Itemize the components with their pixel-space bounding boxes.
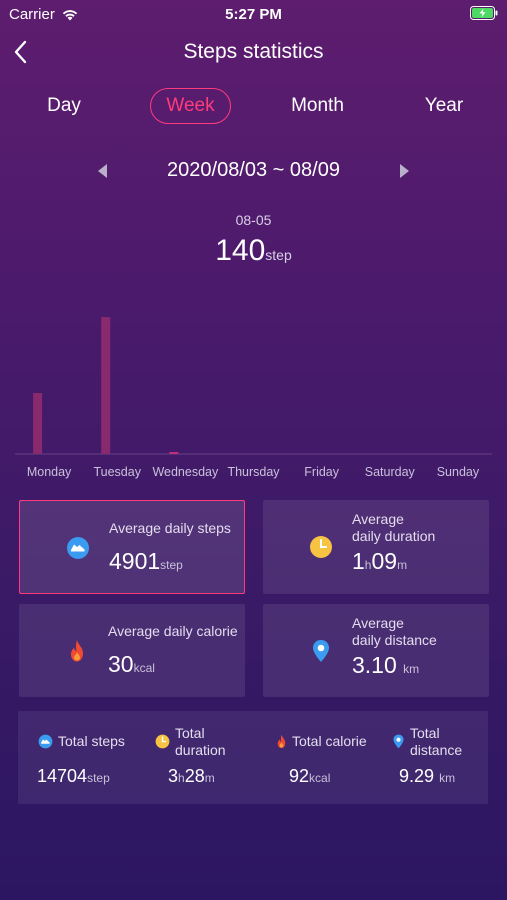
avg-distance-unit: km [403, 662, 420, 676]
total-distance-unit: km [439, 771, 456, 785]
avg-daily-duration-card[interactable]: Average daily duration 1h09m [263, 500, 489, 594]
avg-duration-label-line1: Average [352, 511, 404, 527]
tab-month[interactable]: Month [291, 95, 344, 116]
flame-icon [277, 734, 286, 749]
carrier-label: Carrier [9, 6, 55, 23]
chart-bar-wednesday[interactable] [169, 452, 179, 454]
chart-bar-tuesday[interactable] [101, 317, 111, 454]
avg-distance-value: 3.10 km [352, 652, 419, 679]
avg-duration-minutes: 09 [371, 548, 398, 574]
chart-x-label-wednesday: Wednesday [152, 465, 219, 479]
avg-distance-label-line1: Average [352, 615, 404, 631]
wifi-icon [62, 10, 78, 21]
total-duration-hours-unit: h [178, 771, 185, 785]
battery-charging-icon [470, 6, 498, 20]
avg-distance-number: 3.10 [352, 652, 397, 678]
status-time: 5:27 PM [225, 6, 282, 23]
avg-calorie-label: Average daily calorie [108, 623, 238, 639]
selected-value: 140step [0, 234, 507, 268]
avg-daily-calorie-card[interactable]: Average daily calorie 30kcal [19, 604, 245, 697]
avg-steps-unit: step [160, 558, 183, 572]
total-duration-label: Total duration [175, 725, 226, 759]
tab-day[interactable]: Day [47, 95, 81, 116]
avg-steps-value: 4901step [109, 548, 183, 575]
nav-bar: Steps statistics [0, 32, 507, 72]
total-calorie-unit: kcal [309, 771, 331, 785]
shoe-icon [67, 537, 89, 559]
chart-x-label-tuesday: Tuesday [93, 465, 141, 479]
avg-calorie-number: 30 [108, 651, 134, 677]
total-steps-label: Total steps [58, 733, 125, 749]
total-distance-label-line2: distance [410, 742, 463, 758]
chart-x-label-friday: Friday [304, 465, 339, 479]
total-duration-hours: 3 [168, 766, 179, 786]
total-steps-number: 14704 [37, 766, 88, 786]
avg-duration-label-line2: daily duration [352, 528, 436, 544]
total-calorie-label: Total calorie [292, 733, 367, 749]
clock-icon [310, 536, 332, 558]
weekly-steps-chart[interactable]: Monday Tuesday Wednesday Thursday Friday Satu… [15, 280, 492, 480]
avg-duration-hours: 1 [352, 548, 365, 574]
total-distance-number: 9.29 [399, 766, 435, 786]
total-duration-label-line1: Total [175, 725, 205, 741]
status-bar: Carrier 5:27 PM [0, 0, 507, 28]
period-tabs: Day Week Month Year [0, 88, 507, 124]
previous-range-arrow-icon[interactable] [98, 164, 107, 178]
avg-duration-label: Average daily duration [352, 511, 486, 545]
location-pin-icon [313, 640, 329, 662]
avg-calorie-value: 30kcal [108, 651, 155, 678]
chart-x-label-sunday: Sunday [437, 465, 480, 479]
date-range-label: 2020/08/03 ~ 08/09 [167, 159, 340, 181]
total-duration-label-line2: duration [175, 742, 226, 758]
flame-icon [71, 640, 83, 662]
avg-steps-label: Average daily steps [109, 520, 231, 536]
chart-bar-monday[interactable] [33, 392, 43, 454]
avg-steps-number: 4901 [109, 548, 161, 574]
clock-icon [155, 734, 170, 749]
chart-x-label-thursday: Thursday [227, 465, 280, 479]
carrier-info: Carrier [9, 6, 79, 23]
totals-panel: Total steps 14704step Total duration 3h2… [18, 711, 488, 804]
tab-week[interactable]: Week [150, 88, 231, 124]
total-calorie-value: 92kcal [289, 766, 330, 787]
total-distance-label-line1: Total [410, 725, 440, 741]
location-pin-icon [393, 734, 404, 749]
selected-steps-number: 140 [215, 234, 266, 267]
total-steps-unit: step [87, 771, 110, 785]
total-distance-label: Total distance [410, 725, 462, 759]
page-title: Steps statistics [183, 40, 324, 63]
total-distance-value: 9.29 km [399, 766, 455, 787]
total-duration-minutes-unit: m [204, 771, 215, 785]
total-duration-minutes: 28 [184, 766, 205, 786]
avg-calorie-unit: kcal [133, 661, 155, 675]
next-range-arrow-icon[interactable] [400, 164, 409, 178]
date-range-selector: 2020/08/03 ~ 08/09 [0, 155, 507, 187]
tab-year[interactable]: Year [424, 95, 464, 116]
avg-daily-distance-card[interactable]: Average daily distance 3.10 km [263, 604, 489, 697]
total-calorie-number: 92 [289, 766, 310, 786]
selected-steps-unit: step [265, 247, 292, 263]
chart-x-label-saturday: Saturday [365, 465, 416, 479]
avg-duration-hours-unit: h [364, 558, 372, 572]
total-steps-value: 14704step [37, 766, 110, 787]
chart-x-label-monday: Monday [27, 465, 72, 479]
avg-daily-steps-card[interactable]: Average daily steps 4901step [19, 500, 245, 594]
selected-date: 08-05 [235, 212, 272, 228]
avg-duration-minutes-unit: m [397, 558, 408, 572]
avg-distance-label-line2: daily distance [352, 632, 437, 648]
avg-duration-value: 1h09m [352, 548, 407, 575]
total-duration-value: 3h28m [168, 766, 215, 787]
back-button[interactable] [10, 38, 32, 66]
shoe-icon [38, 734, 53, 749]
avg-distance-label: Average daily distance [352, 615, 486, 649]
